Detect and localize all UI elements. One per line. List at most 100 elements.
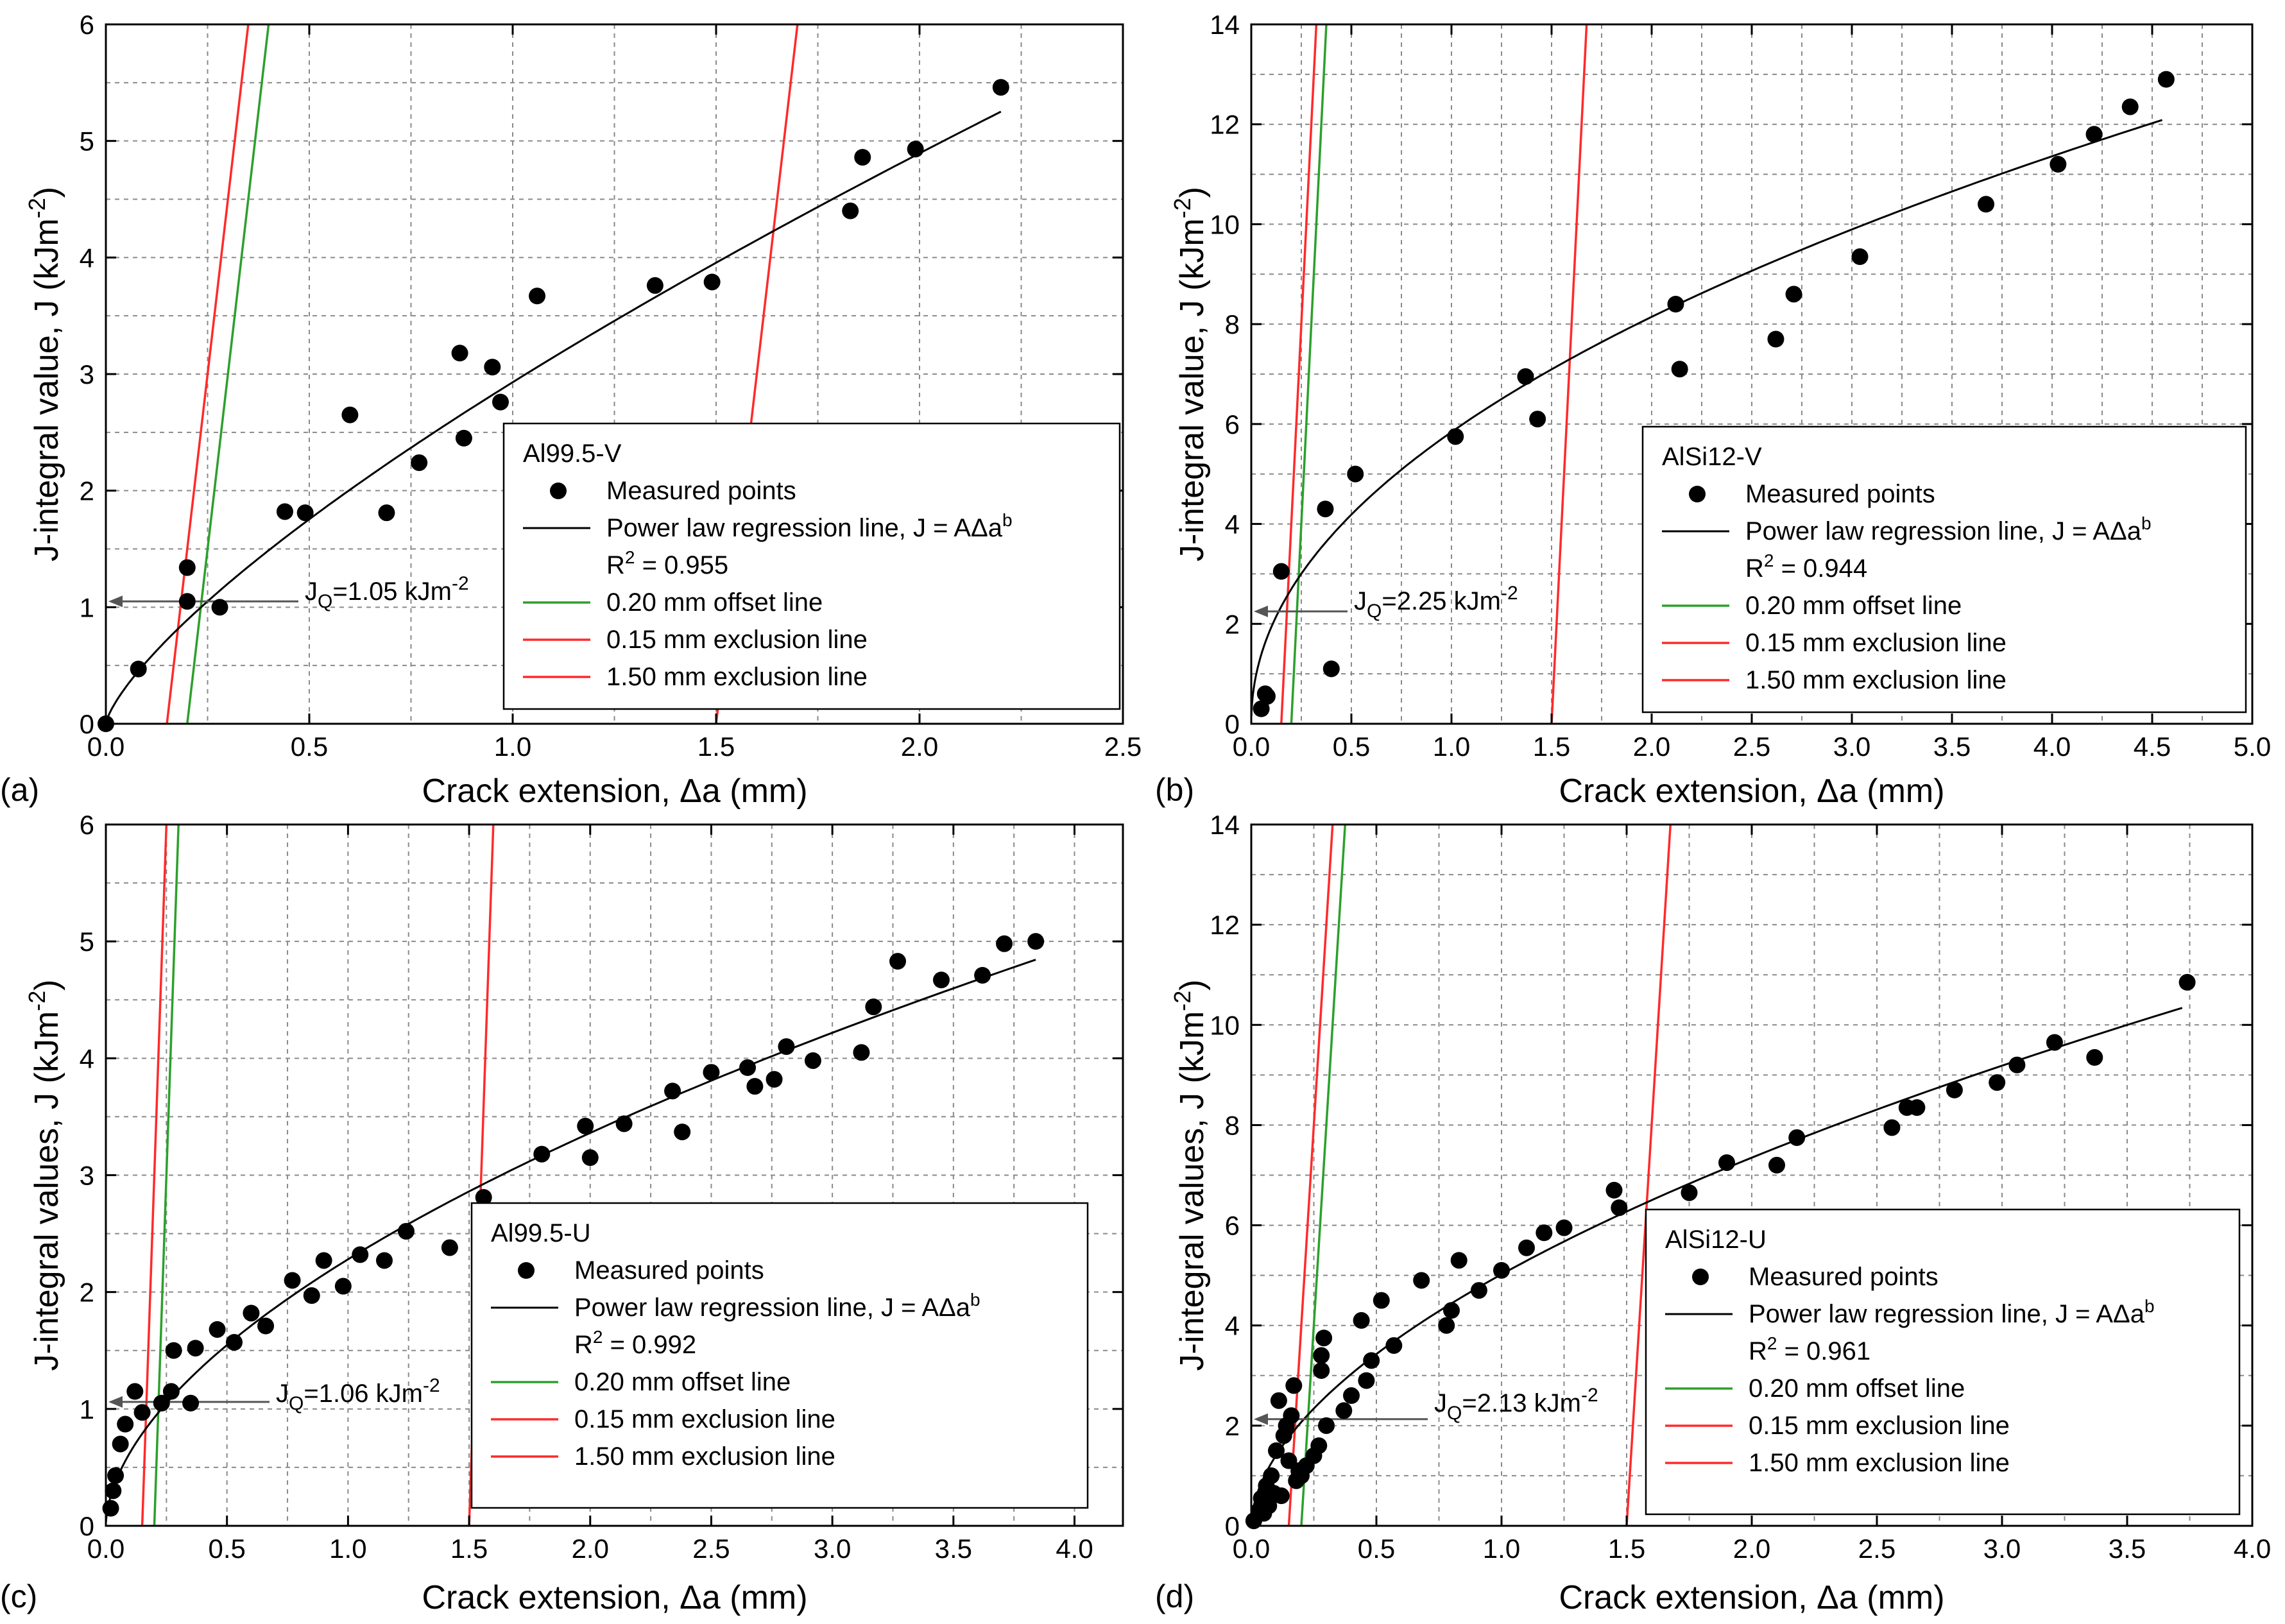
y-axis-title-close: ): [1174, 980, 1211, 991]
y-tick-label: 0: [80, 1511, 94, 1541]
measured-point: [341, 406, 359, 423]
measured-point: [1443, 1302, 1460, 1319]
measured-point: [475, 1189, 492, 1206]
y-axis-title-sup: -2: [24, 198, 50, 218]
measured-point: [1681, 1184, 1698, 1201]
exclusion-line-015mm: [166, 24, 250, 724]
x-axis-title: Crack extension, Δa (mm): [422, 773, 807, 810]
measured-point: [484, 359, 501, 376]
legend-label-measured: Measured points: [1749, 1263, 1938, 1291]
jq-label: JQ=1.05 kJm-2: [305, 573, 469, 612]
measured-point: [451, 345, 468, 362]
legend-r2-prefix: R: [574, 1331, 593, 1359]
x-tick-label: 3.0: [1833, 731, 1870, 762]
legend-marker-measured: [1692, 1269, 1709, 1285]
measured-point: [766, 1071, 783, 1088]
x-tick-label: 4.0: [1056, 1534, 1093, 1564]
measured-point: [2046, 1034, 2063, 1051]
y-tick-label: 5: [80, 927, 94, 957]
legend-regression-text: Power law regression line, J = AΔa: [574, 1294, 971, 1322]
y-tick-label: 0: [80, 709, 94, 739]
offset-line-020mm: [1300, 825, 1346, 1526]
measured-point: [804, 1052, 821, 1069]
jq-value: =2.25 kJm: [1382, 587, 1501, 615]
chart-panel-4: JQ=2.13 kJm-20.0 0.5 1.0 1.5 2.0 2.5 3.0 3.5 4.0…: [1155, 810, 2271, 1616]
y-axis-title-main: J-integral value, J (kJm: [1174, 218, 1211, 561]
legend: Al99.5-V Measured points Power law regress…: [502, 422, 1121, 710]
measured-point: [996, 935, 1013, 952]
measured-point: [182, 1394, 200, 1412]
measured-point: [1536, 1224, 1553, 1242]
y-axis-title-close: ): [1174, 187, 1211, 198]
legend-title: AlSi12-U: [1665, 1226, 1767, 1254]
x-tick-label: 0.5: [1333, 731, 1370, 762]
legend-label-offset: 0.20 mm offset line: [1745, 592, 1962, 620]
x-tick-label: 2.5: [1733, 731, 1770, 762]
x-axis-title: Crack extension, Δa (mm): [1559, 773, 1944, 810]
measured-point: [1272, 1487, 1290, 1505]
y-tick-label: 3: [80, 1161, 94, 1191]
measured-point: [112, 1435, 129, 1453]
y-tick-label: 6: [1225, 1211, 1240, 1241]
x-tick-label: 3.5: [2109, 1534, 2146, 1564]
measured-point: [209, 1321, 226, 1338]
x-tick-label: 2.0: [1633, 731, 1670, 762]
y-tick-label: 5: [80, 126, 94, 157]
jq-superscript: -2: [452, 573, 469, 594]
jq-symbol: J: [1354, 587, 1367, 615]
measured-point: [1667, 296, 1684, 312]
measured-point: [1253, 700, 1270, 717]
y-tick-label: 12: [1210, 110, 1240, 140]
legend-box: [502, 422, 1121, 710]
x-tick-label: 3.0: [814, 1534, 851, 1564]
legend-r2-value: = 0.961: [1777, 1337, 1870, 1365]
measured-point: [1385, 1337, 1403, 1354]
measured-point: [1671, 361, 1688, 378]
jq-superscript: -2: [1501, 583, 1518, 604]
measured-point: [1285, 1377, 1303, 1394]
legend-label-regression: Power law regression line, J = AΔab: [574, 1290, 980, 1322]
y-tick-label: 2: [80, 476, 94, 506]
legend-r2-sup: 2: [1764, 551, 1774, 570]
legend-r2-prefix: R: [1749, 1337, 1767, 1365]
measured-point: [854, 149, 871, 166]
legend-label-measured: Measured points: [606, 477, 796, 505]
y-axis-title-sup: -2: [24, 991, 50, 1011]
measured-point: [703, 1064, 720, 1081]
x-tick-label: 4.0: [2234, 1534, 2271, 1564]
measured-point: [581, 1149, 599, 1167]
measured-point: [1450, 1252, 1468, 1269]
chart-panel-3: JQ=1.06 kJm-20.0 0.5 1.0 1.5 2.0 2.5 3.0 3.5 4.0…: [0, 810, 1124, 1616]
y-tick-label: 3: [80, 359, 94, 389]
measured-point: [276, 503, 293, 520]
jq-label: JQ=2.25 kJm-2: [1354, 583, 1518, 622]
measured-point: [2121, 98, 2139, 115]
x-tick-label: 1.5: [1533, 731, 1570, 762]
measured-point: [334, 1278, 352, 1295]
jq-arrow-icon: [108, 595, 123, 608]
measured-point: [1358, 1372, 1375, 1389]
x-tick-label: 0.0: [1233, 731, 1270, 762]
measured-point: [441, 1239, 458, 1256]
jq-subscript: Q: [318, 591, 332, 612]
measured-point: [126, 1383, 144, 1400]
x-tick-label: 1.5: [697, 731, 735, 762]
x-tick-label: 1.0: [329, 1534, 366, 1564]
measured-point: [1611, 1199, 1628, 1217]
x-tick-label: 5.0: [2234, 731, 2271, 762]
y-tick-label: 0: [1225, 709, 1240, 739]
measured-point: [1310, 1437, 1328, 1455]
x-tick-label: 3.0: [1983, 1534, 2021, 1564]
legend-regression-sup: b: [2141, 513, 2152, 533]
y-tick-label: 10: [1210, 1010, 1240, 1040]
legend-regression-text: Power law regression line, J = AΔa: [1749, 1300, 2145, 1328]
measured-point: [1363, 1352, 1380, 1369]
measured-point: [778, 1038, 795, 1056]
measured-point: [1318, 1417, 1335, 1434]
measured-point: [2157, 71, 2175, 88]
measured-point: [1027, 933, 1045, 950]
x-tick-label: 2.5: [692, 1534, 730, 1564]
legend: Al99.5-U Measured points Power law regress…: [470, 1202, 1089, 1509]
measured-point: [1470, 1282, 1487, 1299]
legend-label-offset: 0.20 mm offset line: [1749, 1374, 1965, 1403]
